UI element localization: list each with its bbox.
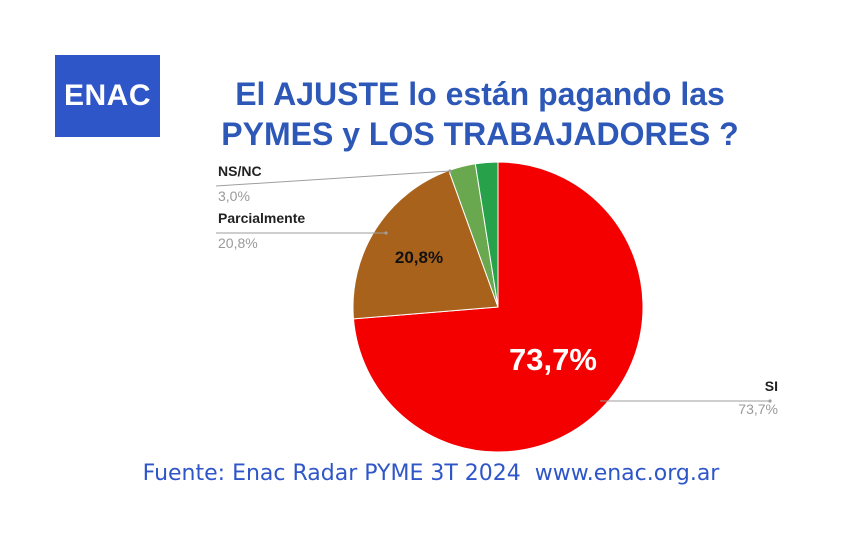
callout-label-si: SI — [765, 378, 778, 394]
callout-label-parcialmente: Parcialmente — [218, 210, 305, 226]
leader-line-ns-nc — [215, 170, 451, 187]
enac-logo: ENAC — [55, 55, 160, 137]
callout-value-si: 73,7% — [738, 401, 778, 417]
leader-dot-ns-nc — [448, 169, 452, 173]
chart-title-line2: PYMES y LOS TRABAJADORES ? — [221, 116, 739, 152]
callout-value-ns-nc: 3,0% — [218, 188, 250, 204]
callout-value-parcialmente: 20,8% — [218, 235, 258, 251]
pie-inner-label-si: 73,7% — [509, 342, 597, 377]
chart-title-line1: El AJUSTE lo están pagando las — [235, 76, 725, 112]
callout-label-ns-nc: NS/NC — [218, 163, 262, 179]
pie-inner-label-parcialmente: 20,8% — [395, 248, 443, 267]
leader-dot-si — [768, 399, 772, 403]
pie-slice-segment-3 — [474, 161, 499, 308]
leader-dot-parcialmente — [384, 231, 388, 235]
chart-title: El AJUSTE lo están pagando las PYMES y L… — [180, 74, 780, 154]
logo-text: ENAC — [63, 79, 151, 112]
source-caption: Fuente: Enac Radar PYME 3T 2024 www.enac… — [142, 461, 720, 486]
